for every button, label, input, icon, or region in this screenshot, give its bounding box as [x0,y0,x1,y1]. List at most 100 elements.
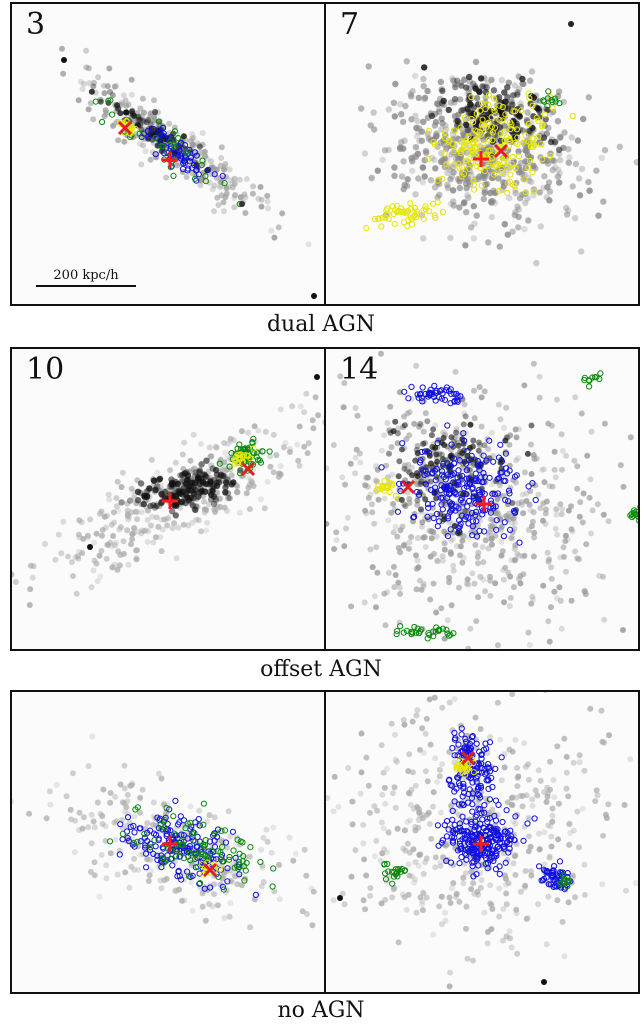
gas-cell [175,524,182,531]
gas-cell [525,761,532,768]
yellow-tracer [465,133,472,140]
gas-cell [495,401,502,408]
yellow-tracer [506,135,513,142]
gas-cell [467,625,474,632]
gas-cell [212,466,220,474]
blue-tracer [487,497,494,504]
gas-cell [544,784,551,791]
gas-cell [122,97,129,104]
gas-cell [103,555,110,562]
gas-cell [414,497,421,504]
gas-cell [508,513,515,520]
gas-cell [456,184,463,192]
gas-cell [279,210,286,217]
gas-cell [441,442,448,448]
gas-cell [124,527,131,534]
gas-cell [513,457,520,464]
blue-tracer [438,395,445,402]
gas-cell [86,80,93,87]
gas-cell [407,817,414,824]
gas-cell [558,511,565,518]
gas-cell [555,88,563,95]
gas-cell [447,969,454,976]
gas-cell [528,868,534,875]
gas-cell [451,95,459,103]
gas-cell [401,721,408,728]
gas-cell [439,761,446,768]
blue-tracer [480,479,487,486]
gas-cell [520,191,527,198]
panel-row2-right: 14 [324,347,640,651]
gas-cell [365,63,372,70]
green-tracer [581,376,588,384]
yellow-tracer [529,169,536,176]
gas-cell [348,873,355,880]
gas-cell [111,542,118,549]
gas-cell [514,89,521,96]
blue-tracer [458,800,465,807]
gas-cell [514,551,521,557]
gas-cell [223,174,230,181]
blue-tracer [468,734,476,741]
gas-cell [525,815,532,822]
gas-cell [98,852,105,858]
gas-cell [464,192,471,199]
gas-cell [176,886,183,893]
gas-cell [524,109,531,116]
gas-cell [405,891,412,898]
blue-tracer [473,812,480,819]
gas-cell [84,532,91,539]
gas-cell [460,554,467,561]
gas-cell [419,519,426,526]
green-tracer [200,843,207,850]
gas-cell [164,522,171,529]
gas-cell [563,769,570,776]
gas-cell [405,545,412,552]
green-tracer [159,855,166,862]
gas-cell [448,434,455,441]
gas-cell [437,863,444,869]
gas-cell [445,106,452,114]
blue-tracer [179,165,187,173]
gas-cell [419,164,427,171]
gas-cell [536,394,543,401]
gas-cell [369,564,376,571]
blue-tracer [425,504,432,511]
gas-cell [463,925,469,932]
green-tracer [637,514,638,519]
gas-cell [215,475,222,482]
green-tracer [246,444,253,451]
blue-tracer [453,397,460,404]
gas-cell [525,217,532,224]
gas-cell [536,373,543,380]
gas-cell [523,490,530,497]
gas-cell [477,870,484,876]
gas-cell [177,490,184,497]
gas-cell [159,526,166,533]
yellow-tracer [499,117,506,124]
gas-cell [482,588,489,595]
gas-cell [409,718,416,725]
gas-cell [545,179,553,186]
yellow-tracer [400,219,408,226]
blue-tracer [460,430,467,437]
yellow-tracer [503,134,510,141]
gas-cell [413,909,420,916]
gas-cell [459,396,466,403]
yellow-tracer [514,140,521,148]
gas-cell [512,556,519,563]
gas-cell [528,600,535,607]
panel-row1-right: 7 [324,2,640,306]
blue-tracer [195,816,202,823]
gas-cell [212,443,219,450]
green-tracer [107,97,114,104]
gas-cell [577,499,584,506]
yellow-tracer [441,128,449,136]
gas-cell [441,540,448,547]
blue-tracer [559,869,566,876]
gas-cell [231,195,238,202]
gas-cell [448,885,455,892]
gas-cell [412,859,419,866]
blue-tracer [447,485,454,492]
gas-cell [543,130,550,137]
